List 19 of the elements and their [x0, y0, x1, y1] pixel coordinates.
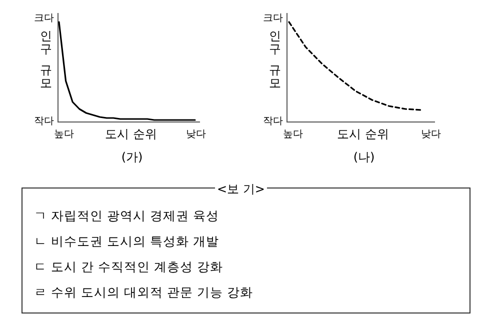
text: 낮다 — [421, 129, 441, 140]
text: ㄹ 수위 도시의 대외적 관문 기능 강화 — [34, 284, 253, 300]
text: (가) — [121, 150, 143, 164]
text: 낮다 — [186, 129, 206, 140]
text: ㄱ 자립적인 광역시 경제권 육성 — [34, 208, 219, 223]
text: 높다 — [54, 129, 74, 140]
x-axis-title: 도시 순위 — [337, 127, 389, 141]
y-axis-title: 인구 규모 — [269, 29, 281, 90]
x-axis-title: 도시 순위 — [105, 127, 157, 141]
text: ㄷ 도시 간 수직적인 계층성 강화 — [34, 259, 223, 274]
y-axis-title: 인구 규모 — [40, 29, 52, 90]
text: 작다 — [34, 116, 54, 127]
text: ㄴ 비수도권 도시의 특성화 개발 — [34, 234, 219, 248]
text: (나) — [353, 150, 375, 164]
text: 높다 — [283, 129, 303, 140]
text: <보 기> — [217, 182, 265, 196]
text: 작다 — [263, 116, 283, 127]
text: 크다 — [34, 13, 54, 24]
text: 크다 — [263, 13, 283, 24]
